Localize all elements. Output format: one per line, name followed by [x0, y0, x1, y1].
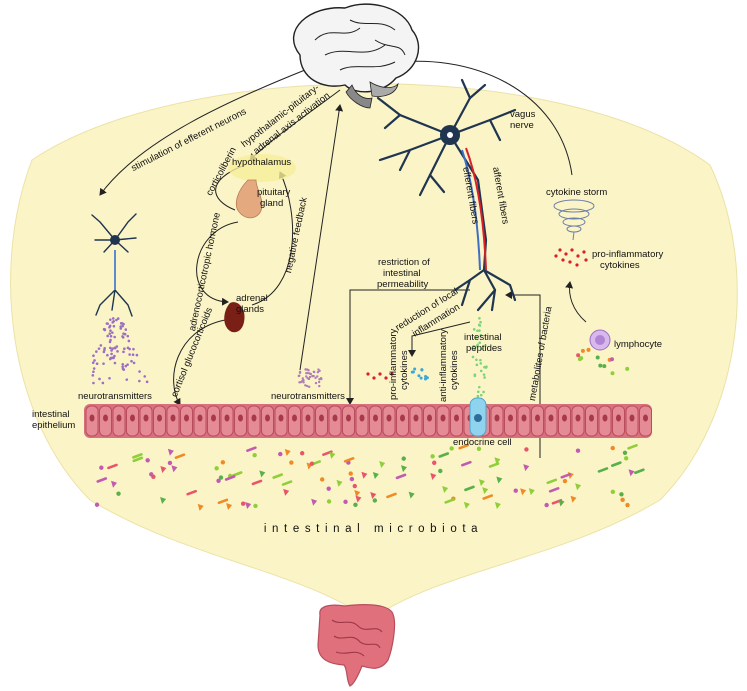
- pituitary-icon: [235, 179, 263, 219]
- label-restriction-1: restriction of: [378, 257, 430, 268]
- arrow-stimulation: [99, 69, 306, 196]
- label-restriction-2: intestinal: [383, 268, 421, 279]
- label-adrenal-1: adrenal: [236, 293, 268, 304]
- label-peptides-2: peptides: [466, 343, 502, 354]
- label-vagus-2: nerve: [510, 120, 534, 131]
- label-intestinal-microbiota: intestinal microbiota: [263, 523, 484, 535]
- arrow-neurotransmitters-up: [299, 104, 344, 371]
- arrow-cortisol: [173, 319, 226, 406]
- label-hypothalamus: hypothalamus: [232, 157, 292, 168]
- label-peptides-1: intestinal: [464, 332, 502, 343]
- arrow-cytokine-brain: [383, 59, 573, 176]
- arrow-acth: [196, 221, 239, 306]
- label-endocrine-cell: endocrine cell: [453, 437, 512, 448]
- label-pituitary-2: gland: [260, 198, 284, 209]
- label-adrenal-2: glands: [236, 304, 264, 315]
- label-neurotransmitters-left: neurotransmitters: [78, 391, 152, 402]
- label-restriction-3: permeability: [377, 279, 429, 290]
- arrow-hpa: [249, 89, 341, 161]
- label-epithelium-2: epithelium: [32, 420, 76, 431]
- arrow-negative-feedback: [251, 171, 293, 306]
- label-proinfl-right-2: cytokines: [600, 260, 640, 271]
- arrow-metabolites: [505, 291, 541, 458]
- arrow-lymphocyte: [565, 281, 587, 323]
- label-proinfl-vert-2: cytokines: [399, 350, 410, 390]
- label-epithelium-1: intestinal: [32, 409, 70, 420]
- hypothalamus-icon: [228, 154, 296, 182]
- label-cytokine-storm: cytokine storm: [546, 187, 608, 198]
- label-lymphocyte: lymphocyte: [614, 339, 663, 350]
- label-proinfl-vert-1: pro-inflammatory: [388, 328, 399, 400]
- adrenal-icon: [224, 302, 245, 333]
- label-antiinfl-vert-2: cytokines: [449, 350, 460, 390]
- label-pituitary-1: pituitary: [257, 187, 291, 198]
- label-antiinfl-vert-1: anti-inflammatory: [438, 329, 449, 402]
- arrow-reduction: [408, 321, 471, 357]
- label-neurotransmitters-mid: neurotransmitters: [271, 391, 345, 402]
- label-proinfl-right-1: pro-inflammatory: [592, 249, 664, 260]
- arrow-restriction: [346, 289, 470, 405]
- label-vagus-1: vagus: [510, 109, 536, 120]
